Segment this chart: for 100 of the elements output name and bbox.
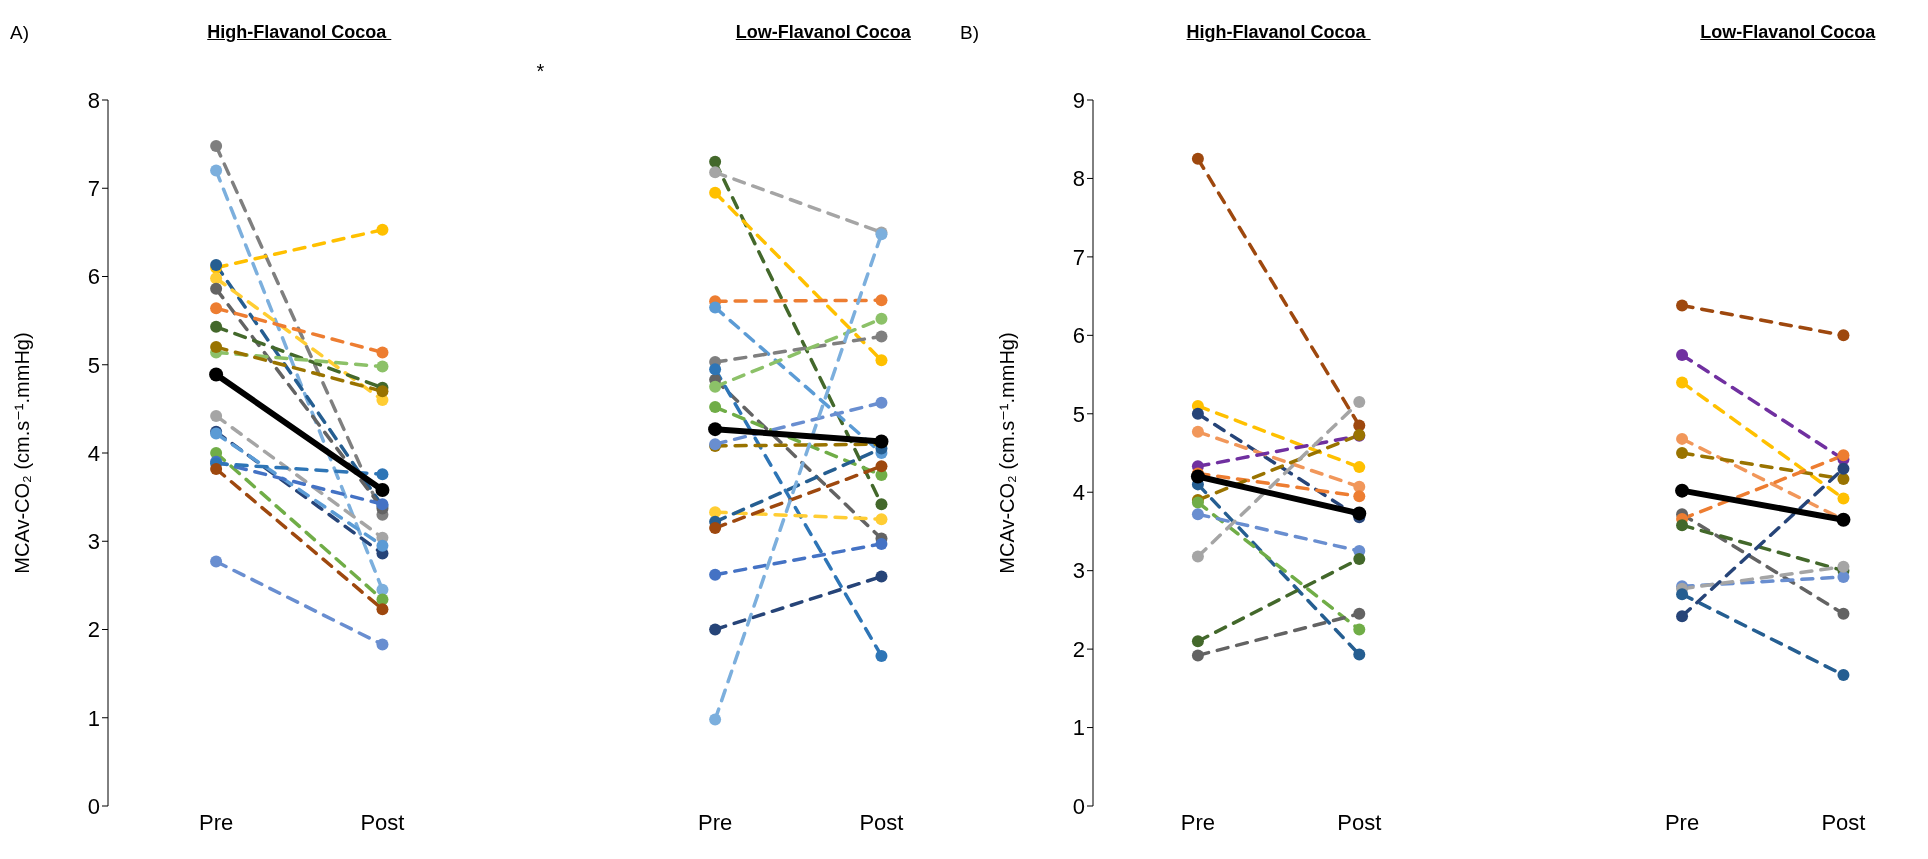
y-tick-label: 6 xyxy=(1072,323,1085,349)
point xyxy=(210,272,223,285)
y-tick-label: 1 xyxy=(87,705,100,731)
point xyxy=(875,354,888,367)
point xyxy=(875,294,888,307)
point xyxy=(708,422,723,437)
x-tick-label: Post xyxy=(360,809,405,835)
chart-title: A) xyxy=(10,22,29,44)
point xyxy=(875,570,888,583)
point xyxy=(709,401,722,414)
point xyxy=(1191,152,1204,165)
point xyxy=(709,301,722,314)
y-tick-label: 0 xyxy=(1072,793,1085,819)
point xyxy=(874,434,889,449)
point xyxy=(709,623,722,636)
point xyxy=(376,346,389,359)
y-axis-title: MCAv-CO₂ (cm.s⁻¹.mmHg) xyxy=(11,332,34,574)
point xyxy=(1191,649,1204,662)
point xyxy=(875,460,888,473)
y-tick-label: 0 xyxy=(87,793,100,819)
point xyxy=(210,302,223,315)
point xyxy=(210,555,223,568)
point xyxy=(875,312,888,325)
point xyxy=(376,539,389,552)
text: High-Flavanol Cocoa xyxy=(1186,22,1367,43)
point xyxy=(1837,669,1850,681)
point xyxy=(376,223,389,236)
point xyxy=(376,603,389,616)
point xyxy=(1676,519,1689,532)
y-tick-label: 6 xyxy=(87,264,100,290)
point xyxy=(1191,508,1204,521)
point xyxy=(1837,560,1850,573)
point xyxy=(210,462,223,475)
point xyxy=(376,638,389,651)
point xyxy=(1353,552,1366,565)
point xyxy=(875,396,888,409)
point xyxy=(709,713,722,726)
point xyxy=(1191,425,1204,438)
point xyxy=(709,363,722,376)
y-tick-label: 3 xyxy=(87,529,100,555)
point xyxy=(1676,588,1689,601)
point xyxy=(709,166,722,179)
point xyxy=(210,320,223,333)
x-tick-label: Post xyxy=(859,809,904,835)
point xyxy=(1837,329,1850,342)
point xyxy=(709,186,722,199)
x-tick-label: Pre xyxy=(1664,809,1700,835)
y-tick-label: 3 xyxy=(1072,558,1085,584)
point xyxy=(376,468,389,481)
point xyxy=(1676,432,1689,445)
y-tick-label: 1 xyxy=(1072,715,1085,741)
point xyxy=(709,568,722,581)
point xyxy=(1190,469,1205,484)
point xyxy=(709,380,722,393)
y-tick-label: 4 xyxy=(1072,480,1085,506)
y-tick-label: 4 xyxy=(87,440,100,466)
point xyxy=(875,649,888,662)
point xyxy=(210,139,223,152)
point xyxy=(376,360,389,373)
point xyxy=(1676,610,1689,623)
point xyxy=(1676,348,1689,361)
text: Low-Flavanol Cocoa xyxy=(1700,22,1876,43)
y-tick-label: 2 xyxy=(87,617,100,643)
x-tick-label: Pre xyxy=(698,809,733,835)
point xyxy=(1837,449,1850,462)
y-axis-title: MCAv-CO₂ (cm.s⁻¹.mmHg) xyxy=(996,332,1019,574)
point xyxy=(209,367,224,382)
point xyxy=(1676,299,1689,312)
point xyxy=(1353,607,1366,620)
point xyxy=(875,330,888,343)
point xyxy=(1353,461,1366,474)
point xyxy=(1191,407,1204,420)
point xyxy=(1191,635,1204,648)
point xyxy=(210,282,223,295)
point xyxy=(1353,396,1366,409)
point xyxy=(1837,492,1850,505)
y-tick-label: 5 xyxy=(1072,401,1085,427)
text: High-Flavanol Cocoa xyxy=(207,22,388,43)
point xyxy=(1676,447,1689,459)
point xyxy=(875,513,888,526)
y-tick-label: 2 xyxy=(1072,636,1085,662)
x-tick-label: Post xyxy=(1337,809,1382,835)
y-tick-label: 8 xyxy=(87,87,100,113)
point xyxy=(1837,607,1850,620)
x-tick-label: Pre xyxy=(1180,809,1216,835)
point xyxy=(1837,462,1850,475)
point xyxy=(875,537,888,550)
point xyxy=(210,341,223,354)
point xyxy=(1352,506,1367,521)
point xyxy=(1676,376,1689,389)
y-tick-label: 9 xyxy=(1072,87,1085,113)
point xyxy=(375,483,390,498)
text: Low-Flavanol Cocoa xyxy=(735,22,911,43)
point xyxy=(1353,623,1366,636)
point xyxy=(875,498,888,511)
point xyxy=(709,155,722,168)
point xyxy=(210,164,223,177)
point xyxy=(1191,550,1204,563)
point xyxy=(1353,490,1366,503)
point xyxy=(1353,648,1366,661)
